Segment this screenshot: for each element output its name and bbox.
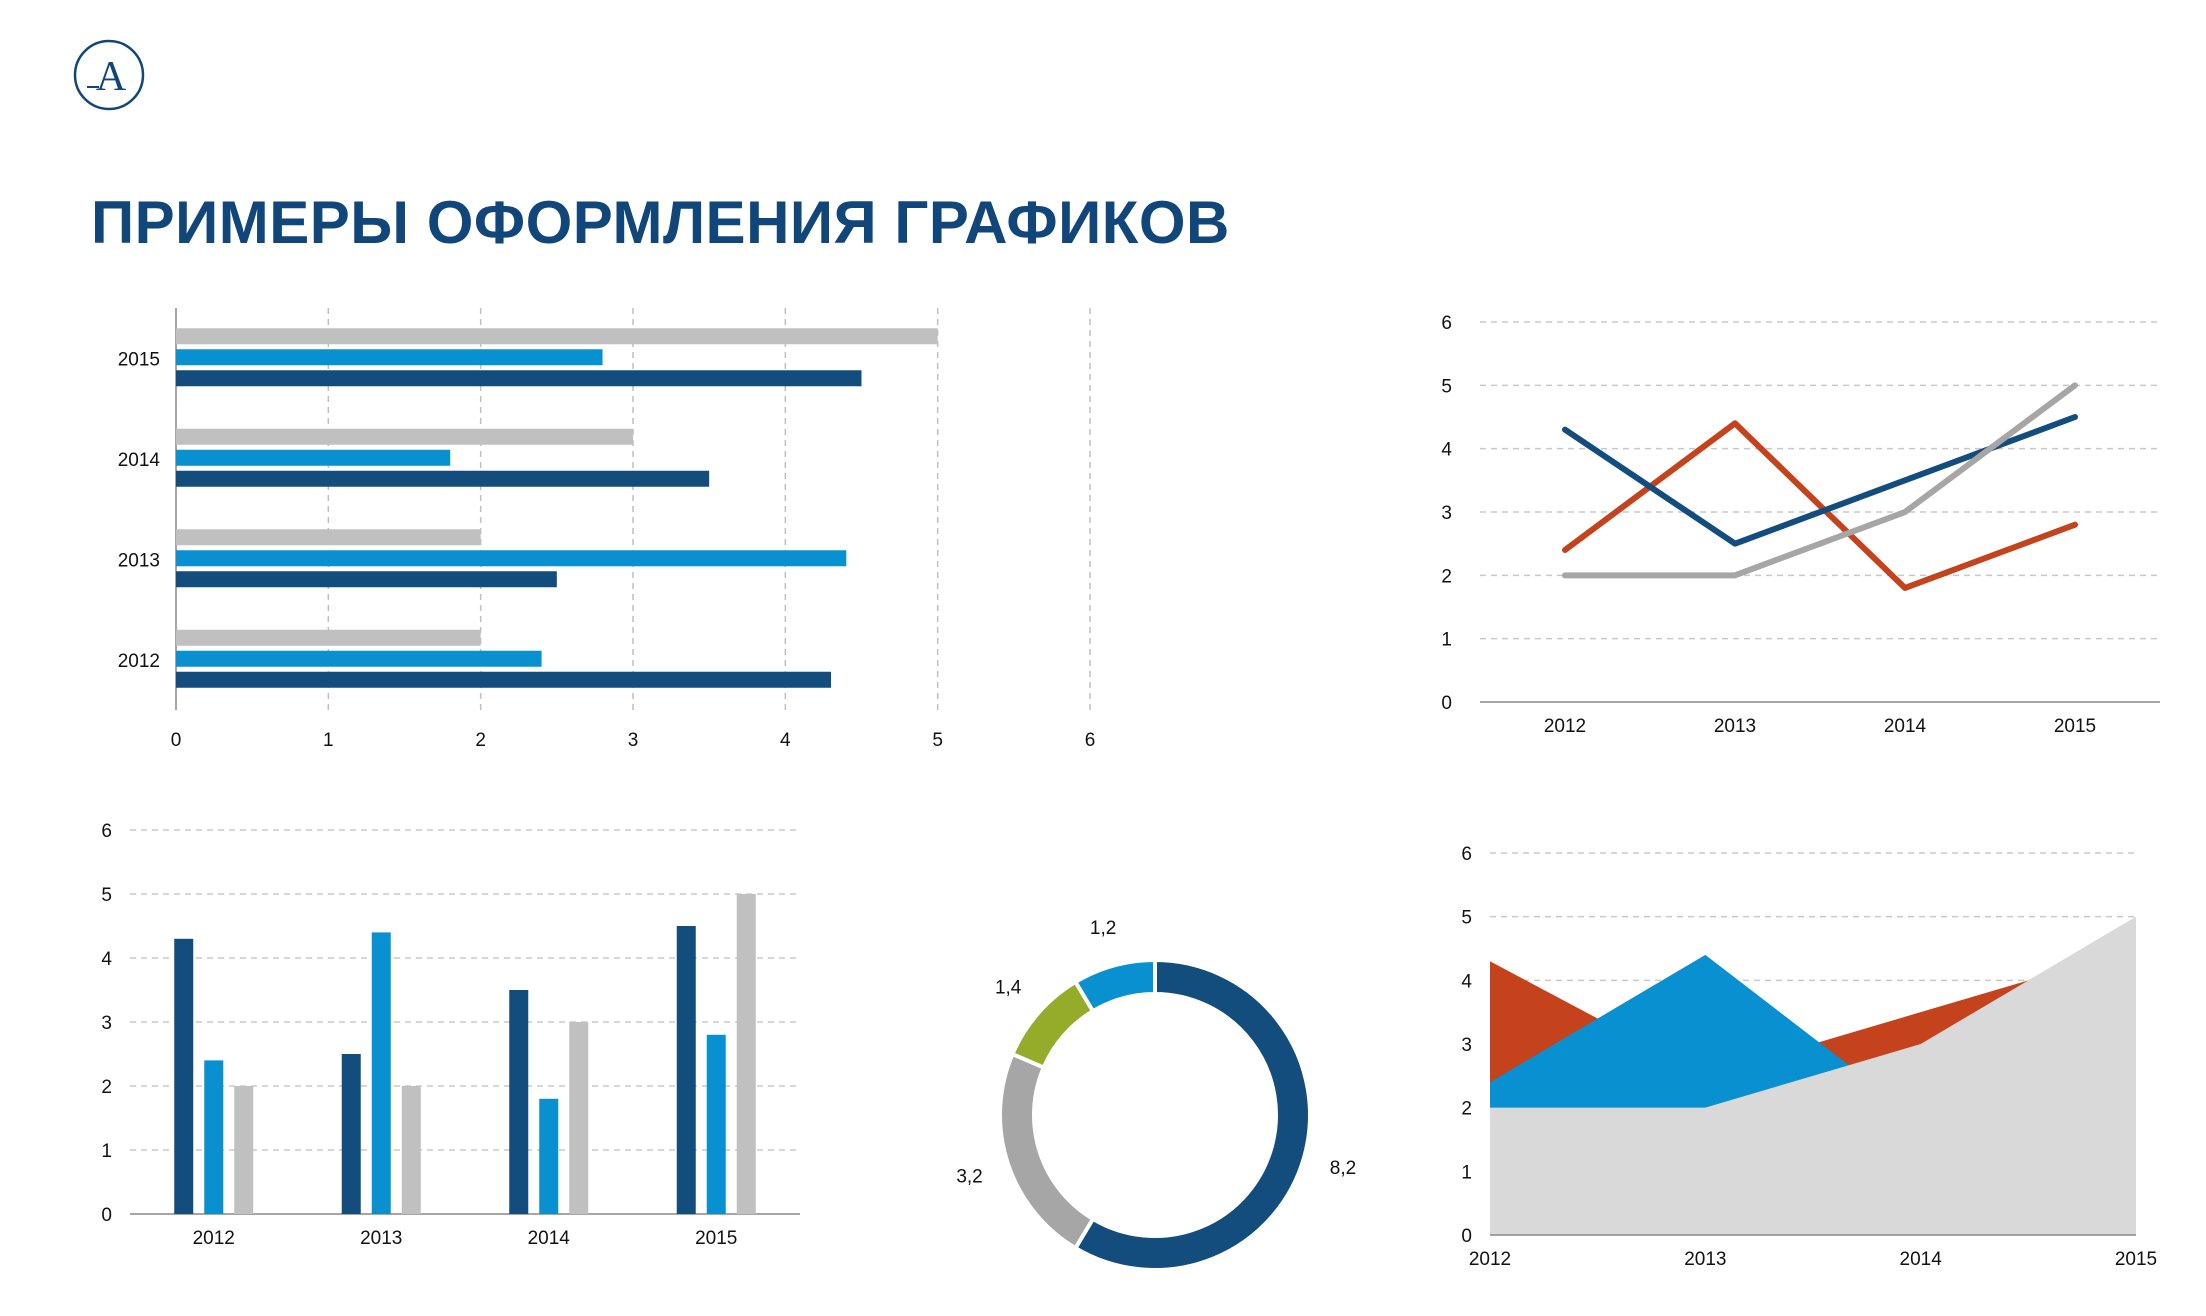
y-tick-label: 2: [101, 1077, 112, 1098]
y-tick-label: 5: [1461, 908, 1472, 929]
horizontal-bar-chart: 0 1 2 3 4 5 6 2012 2013 2014 2015: [118, 308, 1096, 751]
y-tick-label: 1: [1441, 630, 1452, 651]
series-line: [1562, 414, 2078, 547]
x-tick-label: 5: [932, 730, 943, 751]
y-tick-label: 4: [1441, 440, 1452, 461]
bar: [539, 1098, 559, 1214]
x-tick-label: 3: [628, 730, 639, 751]
y-tick-label: 1: [101, 1141, 112, 1162]
bar: [706, 1034, 726, 1214]
y-tick-label: 5: [101, 885, 112, 906]
bar: [509, 990, 529, 1214]
y-tick-label: 4: [101, 949, 112, 970]
bar: [176, 449, 451, 466]
bar: [204, 1060, 224, 1214]
bar: [736, 894, 756, 1214]
slice-label: 3,2: [956, 1166, 982, 1187]
slice-label: 8,2: [1330, 1158, 1356, 1179]
bar: [176, 550, 847, 567]
category-label: 2012: [118, 651, 160, 672]
area-series: [1490, 916, 2136, 1235]
bar: [176, 671, 832, 688]
x-tick-label: 2: [475, 730, 486, 751]
bar: [176, 629, 481, 646]
vertical-bar-chart: 0 1 2 3 4 5 6 2012 2013 2014 2015: [101, 821, 800, 1249]
page-title: ПРИМЕРЫ ОФОРМЛЕНИЯ ГРАФИКОВ: [91, 189, 1230, 256]
bar: [176, 349, 603, 366]
y-tick-label: 0: [1441, 693, 1452, 714]
y-tick-label: 3: [1441, 503, 1452, 524]
donut-chart: 8,2 3,2 1,4 1,2: [956, 918, 1356, 1272]
line-chart: 0 1 2 3 4 5 6 2012 2013 2014 2015: [1441, 313, 2160, 737]
y-tick-label: 2: [1441, 566, 1452, 587]
series-line: [1562, 382, 2078, 579]
x-tick-label: 0: [171, 730, 182, 751]
category-label: 2013: [118, 550, 160, 571]
category-label: 2013: [360, 1228, 402, 1249]
bar: [341, 1054, 361, 1214]
y-tick-label: 6: [101, 821, 112, 842]
y-tick-label: 0: [1461, 1226, 1472, 1247]
y-tick-label: 6: [1461, 844, 1472, 865]
bar: [176, 571, 557, 588]
y-tick-label: 0: [101, 1205, 112, 1226]
y-tick-label: 5: [1441, 376, 1452, 397]
slice-label: 1,2: [1090, 918, 1116, 939]
area-chart: 0 1 2 3 4 5 6 2012 2013 2014 2015: [1461, 844, 2157, 1270]
x-tick-label: 2012: [1469, 1249, 1511, 1270]
x-tick-label: 2013: [1684, 1249, 1726, 1270]
y-tick-label: 6: [1441, 313, 1452, 334]
y-tick-label: 2: [1461, 1099, 1472, 1120]
x-tick-label: 2014: [1900, 1249, 1943, 1270]
donut-slice: [998, 1051, 1096, 1251]
bar: [176, 428, 633, 445]
bar: [176, 650, 542, 667]
donut-slice: [1072, 957, 1312, 1272]
category-label: 2015: [695, 1228, 737, 1249]
x-tick-label: 2015: [2054, 716, 2096, 737]
category-label: 2015: [118, 349, 160, 370]
bar: [176, 370, 862, 387]
category-label: 2014: [118, 450, 161, 471]
logo-letter: A: [96, 54, 127, 100]
x-tick-label: 2015: [2115, 1249, 2157, 1270]
y-tick-label: 3: [101, 1013, 112, 1034]
category-label: 2012: [193, 1228, 235, 1249]
x-tick-label: 2013: [1714, 716, 1756, 737]
donut-slice: [1072, 957, 1157, 1014]
y-tick-label: 1: [1461, 1162, 1472, 1183]
slice-label: 1,4: [995, 978, 1022, 999]
bar: [569, 1022, 589, 1214]
bar: [234, 1086, 254, 1214]
x-tick-label: 6: [1085, 730, 1096, 751]
x-tick-label: 2012: [1544, 716, 1586, 737]
x-tick-label: 4: [780, 730, 791, 751]
bar: [176, 470, 710, 487]
bar: [176, 529, 481, 546]
x-tick-label: 1: [323, 730, 334, 751]
x-tick-label: 2014: [1884, 716, 1927, 737]
bar: [401, 1086, 421, 1214]
bar: [176, 328, 938, 345]
logo-a-icon: A: [73, 39, 145, 111]
y-tick-label: 4: [1461, 971, 1472, 992]
bar: [676, 926, 696, 1214]
bar: [371, 932, 391, 1214]
bar: [174, 938, 194, 1214]
category-label: 2014: [528, 1228, 571, 1249]
y-tick-label: 3: [1461, 1035, 1472, 1056]
